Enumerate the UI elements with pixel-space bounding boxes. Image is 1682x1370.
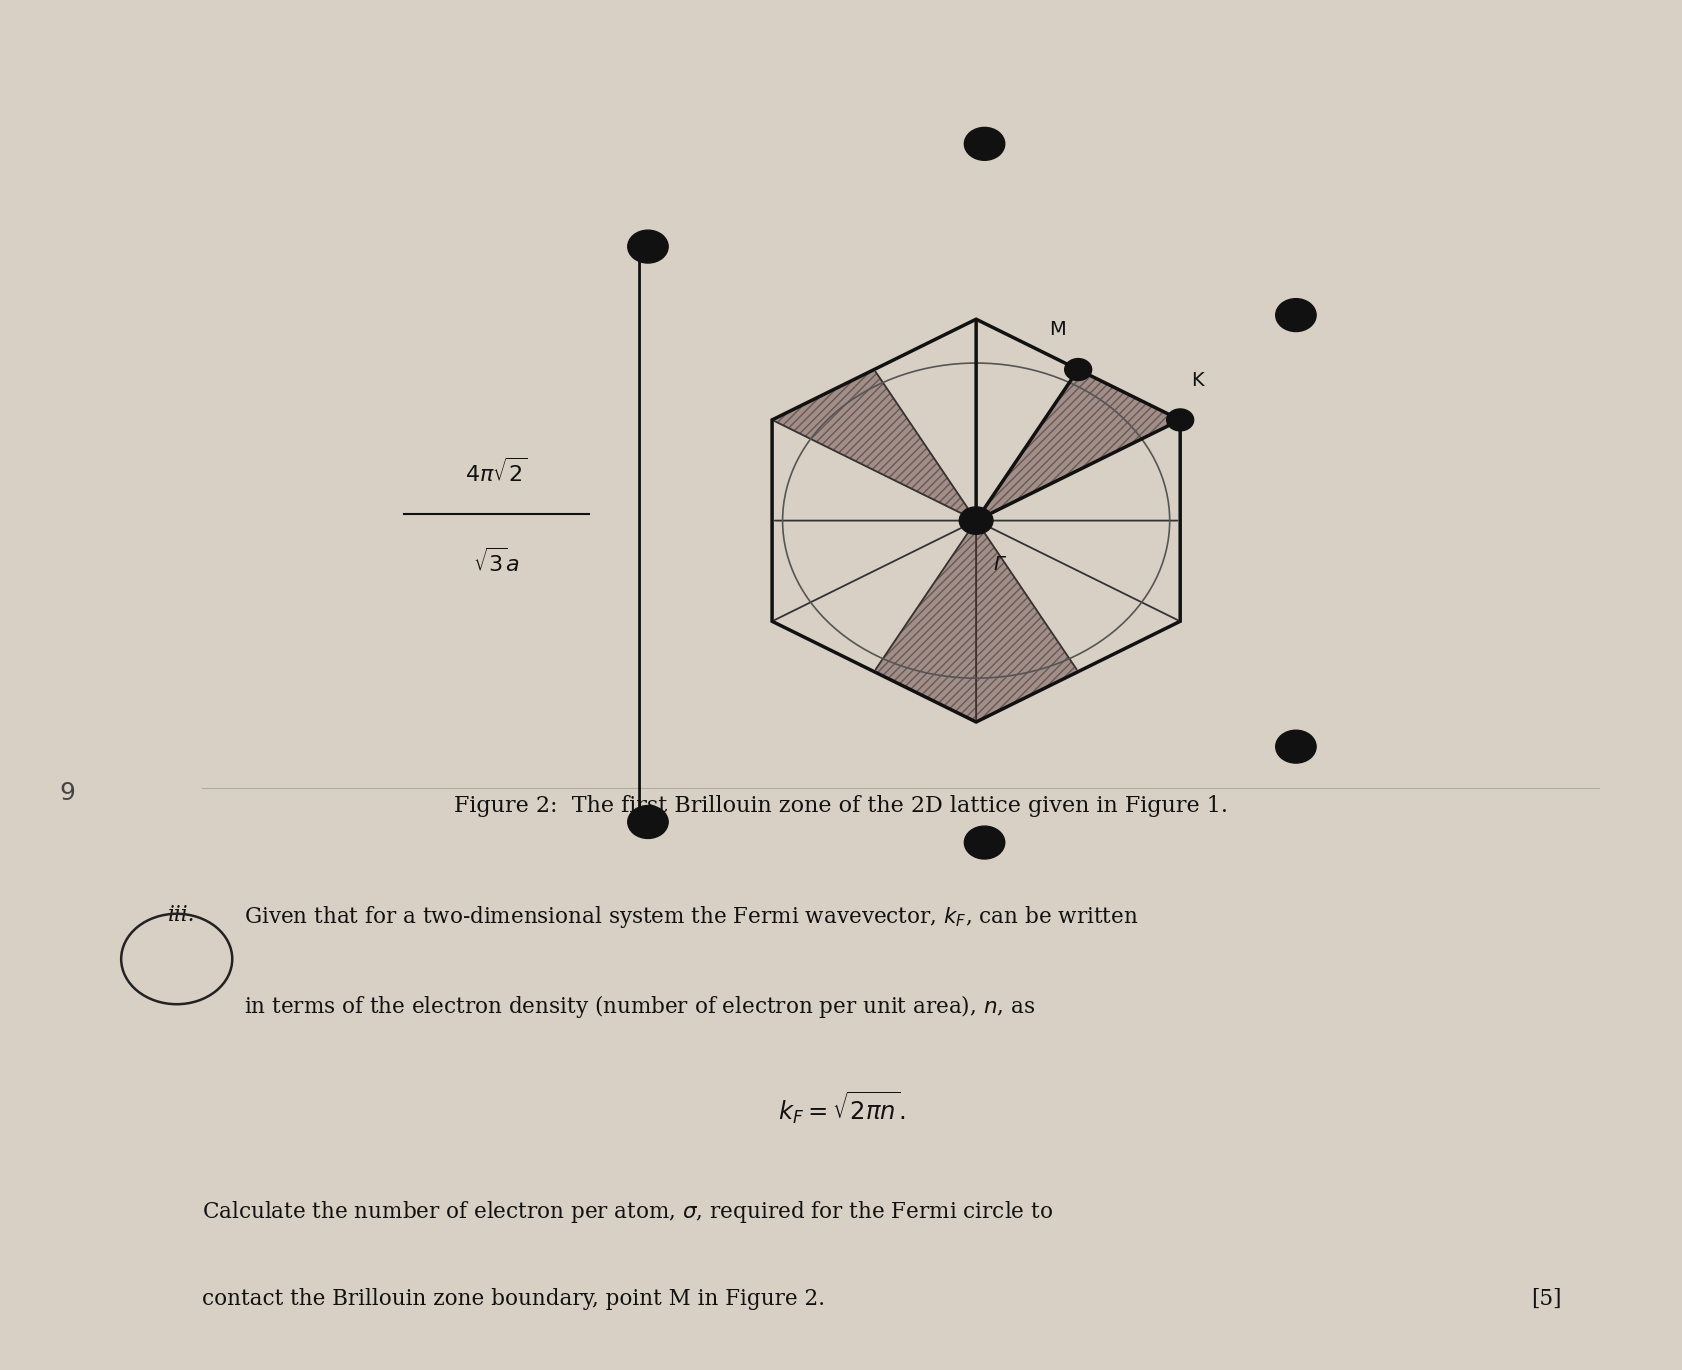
Text: $k_F = \sqrt{2\pi n}.$: $k_F = \sqrt{2\pi n}.$ bbox=[777, 1089, 905, 1126]
Polygon shape bbox=[976, 521, 1078, 722]
Text: iii.: iii. bbox=[168, 904, 195, 926]
Circle shape bbox=[1166, 408, 1193, 430]
Text: Γ: Γ bbox=[992, 555, 1002, 574]
Circle shape bbox=[1275, 730, 1315, 763]
Circle shape bbox=[627, 230, 668, 263]
Text: K: K bbox=[1189, 371, 1203, 390]
Text: $\sqrt{3}a$: $\sqrt{3}a$ bbox=[473, 548, 520, 577]
Text: M: M bbox=[1050, 321, 1066, 340]
Text: Figure 2:  The first Brillouin zone of the 2D lattice given in Figure 1.: Figure 2: The first Brillouin zone of th… bbox=[454, 795, 1228, 817]
Circle shape bbox=[1065, 359, 1092, 381]
Text: Calculate the number of electron per atom, $\sigma$, required for the Fermi circ: Calculate the number of electron per ato… bbox=[202, 1199, 1053, 1225]
Text: in terms of the electron density (number of electron per unit area), $n$, as: in terms of the electron density (number… bbox=[244, 993, 1034, 1021]
Text: Given that for a two-dimensional system the Fermi wavevector, $k_F$, can be writ: Given that for a two-dimensional system … bbox=[244, 904, 1139, 930]
Circle shape bbox=[1275, 299, 1315, 332]
Polygon shape bbox=[772, 370, 976, 521]
Polygon shape bbox=[976, 370, 1179, 521]
Circle shape bbox=[959, 507, 992, 534]
Text: [5]: [5] bbox=[1531, 1288, 1561, 1310]
Circle shape bbox=[964, 127, 1004, 160]
Text: contact the Brillouin zone boundary, point M in Figure 2.: contact the Brillouin zone boundary, poi… bbox=[202, 1288, 824, 1310]
Text: $4\pi\sqrt{2}$: $4\pi\sqrt{2}$ bbox=[466, 458, 526, 486]
Polygon shape bbox=[873, 521, 976, 722]
Text: 9: 9 bbox=[59, 781, 76, 806]
Circle shape bbox=[964, 826, 1004, 859]
Circle shape bbox=[627, 806, 668, 838]
